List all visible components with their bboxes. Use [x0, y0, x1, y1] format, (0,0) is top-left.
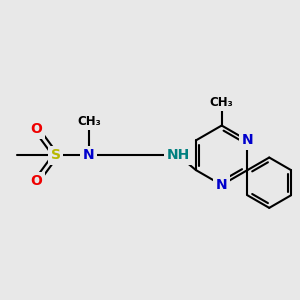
Text: N: N: [242, 134, 253, 147]
Text: CH₃: CH₃: [77, 115, 101, 128]
Text: N: N: [83, 148, 94, 162]
Text: S: S: [51, 148, 61, 162]
Text: NH: NH: [166, 148, 190, 162]
Text: CH₃: CH₃: [210, 96, 234, 109]
Text: O: O: [30, 122, 42, 136]
Text: N: N: [216, 178, 227, 192]
Text: O: O: [30, 175, 42, 188]
